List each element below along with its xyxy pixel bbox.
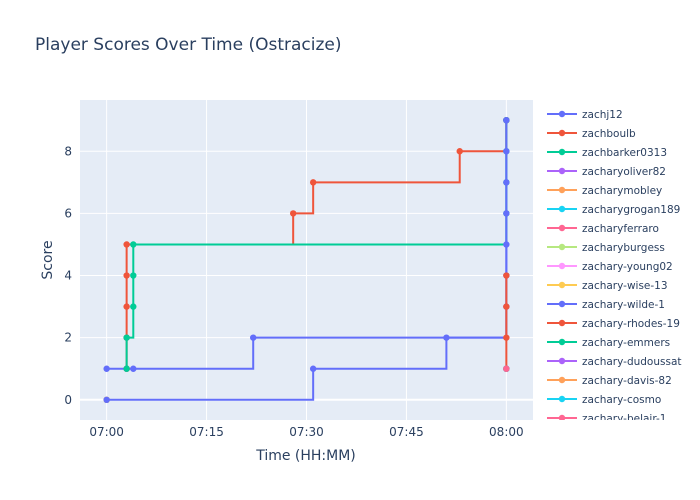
x-tick-label: 07:30 (289, 425, 324, 439)
legend-swatch-marker (558, 319, 566, 327)
legend-item-zachary-dudoussat[interactable]: zachary-dudoussat (547, 356, 682, 368)
data-point (503, 179, 510, 186)
data-point (443, 334, 450, 341)
y-tick-label: 4 (64, 269, 72, 283)
legend-label: zacharyferraro (582, 223, 659, 235)
x-tick-label: 08:00 (489, 425, 524, 439)
legend-label: zacharymobley (582, 185, 662, 197)
legend-label: zachary-belair-1 (582, 413, 666, 425)
data-point (130, 241, 137, 248)
legend-swatch-marker (558, 186, 566, 194)
y-tick-label: 0 (64, 393, 72, 407)
legend-item-zachary-davis-82[interactable]: zachary-davis-82 (547, 375, 672, 387)
legend-swatch-marker (558, 243, 566, 251)
data-point (309, 179, 317, 186)
data-point (123, 303, 130, 310)
legend-swatch-marker (558, 148, 566, 156)
series-zachary-belair-1 (503, 365, 510, 372)
y-tick-label: 2 (64, 331, 72, 345)
legend-item-zachary-cosmo[interactable]: zachary-cosmo (547, 394, 661, 406)
legend-item-zachbarker0313[interactable]: zachbarker0313 (547, 147, 667, 159)
y-tick-label: 8 (64, 144, 72, 158)
legend-swatch-marker (558, 281, 566, 289)
legend-label: zachj12 (582, 109, 623, 121)
legend-item-zachary-young02[interactable]: zachary-young02 (547, 261, 673, 273)
legend-item-zachary-wilde-1[interactable]: zachary-wilde-1 (547, 299, 665, 311)
x-tick-label: 07:15 (189, 425, 224, 439)
data-point (130, 272, 137, 279)
legend-label: zachary-emmers (582, 337, 670, 349)
data-point (503, 365, 510, 372)
data-point (130, 303, 137, 310)
data-point (503, 210, 510, 217)
legend-swatch-marker (558, 167, 566, 175)
legend-item-zachj12[interactable]: zachj12 (547, 109, 623, 121)
y-axis-title: Score (40, 240, 56, 279)
legend-label: zachbarker0313 (582, 147, 667, 159)
legend-label: zachary-wise-13 (582, 280, 668, 292)
legend-label: zachary-young02 (582, 261, 673, 273)
legend-label: zacharyoliver82 (582, 166, 666, 178)
legend-swatch-marker (558, 205, 566, 213)
data-point (123, 365, 130, 372)
chart-title: Player Scores Over Time (Ostracize) (35, 35, 342, 55)
legend-swatch-marker (558, 376, 566, 384)
data-point (503, 334, 510, 341)
legend-label: zachary-rhodes-19 (582, 318, 680, 330)
traces (103, 116, 510, 404)
data-point (289, 210, 297, 217)
legend-swatch-marker (558, 129, 566, 137)
legend-label: zachary-wilde-1 (582, 299, 665, 311)
data-point (309, 365, 317, 372)
legend-item-zacharyburgess[interactable]: zacharyburgess (547, 242, 665, 254)
legend-item-zacharygrogan189[interactable]: zacharygrogan189 (547, 204, 680, 216)
data-point (503, 241, 510, 248)
legend-label: zachary-davis-82 (582, 375, 672, 387)
legend-label: zachboulb (582, 128, 636, 140)
legend-item-zacharymobley[interactable]: zacharymobley (547, 185, 662, 197)
legend-swatch-marker (558, 395, 566, 403)
data-point (123, 272, 130, 279)
legend-label: zachary-cosmo (582, 394, 661, 406)
legend-swatch-marker (558, 338, 566, 346)
legend-item-zachary-belair-1[interactable]: zachary-belair-1 (547, 413, 666, 425)
legend-item-zachary-wise-13[interactable]: zachary-wise-13 (547, 280, 668, 292)
legend-label: zacharyburgess (582, 242, 665, 254)
x-tick-label: 07:00 (89, 425, 124, 439)
x-axis-title: Time (HH:MM) (255, 448, 356, 464)
data-point (503, 303, 510, 310)
legend-item-zachary-emmers[interactable]: zachary-emmers (547, 337, 670, 349)
legend-item-zacharyferraro[interactable]: zacharyferraro (547, 223, 659, 235)
legend-swatch-marker (558, 262, 566, 270)
data-point (503, 116, 510, 124)
x-tick-label: 07:45 (389, 425, 424, 439)
legend-swatch-marker (558, 300, 566, 308)
legend-swatch-marker (558, 414, 566, 420)
y-tick-label: 6 (64, 206, 72, 220)
data-point (503, 148, 510, 155)
data-point (503, 272, 510, 279)
data-point (123, 241, 130, 248)
data-point (103, 396, 110, 404)
legend-swatch-marker (558, 357, 566, 365)
legend-swatch-marker (558, 224, 566, 232)
legend-item-zachboulb[interactable]: zachboulb (547, 128, 636, 140)
data-point (103, 365, 110, 372)
data-point (250, 334, 257, 341)
data-point (130, 365, 137, 372)
legend[interactable]: zachj12 zachboulb zachbarker0313 zacharyoli… (547, 109, 682, 425)
legend-label: zachary-dudoussat (582, 356, 682, 368)
legend-label: zacharygrogan189 (582, 204, 680, 216)
legend-swatch-marker (558, 110, 566, 118)
axis-ticks: 07:00 07:15 07:30 07:45 08:00 0 2 4 6 8 (64, 144, 523, 439)
legend-item-zachary-rhodes-19[interactable]: zachary-rhodes-19 (547, 318, 680, 330)
data-point (123, 334, 130, 341)
legend-item-zacharyoliver82[interactable]: zacharyoliver82 (547, 166, 666, 178)
data-point (456, 148, 463, 155)
